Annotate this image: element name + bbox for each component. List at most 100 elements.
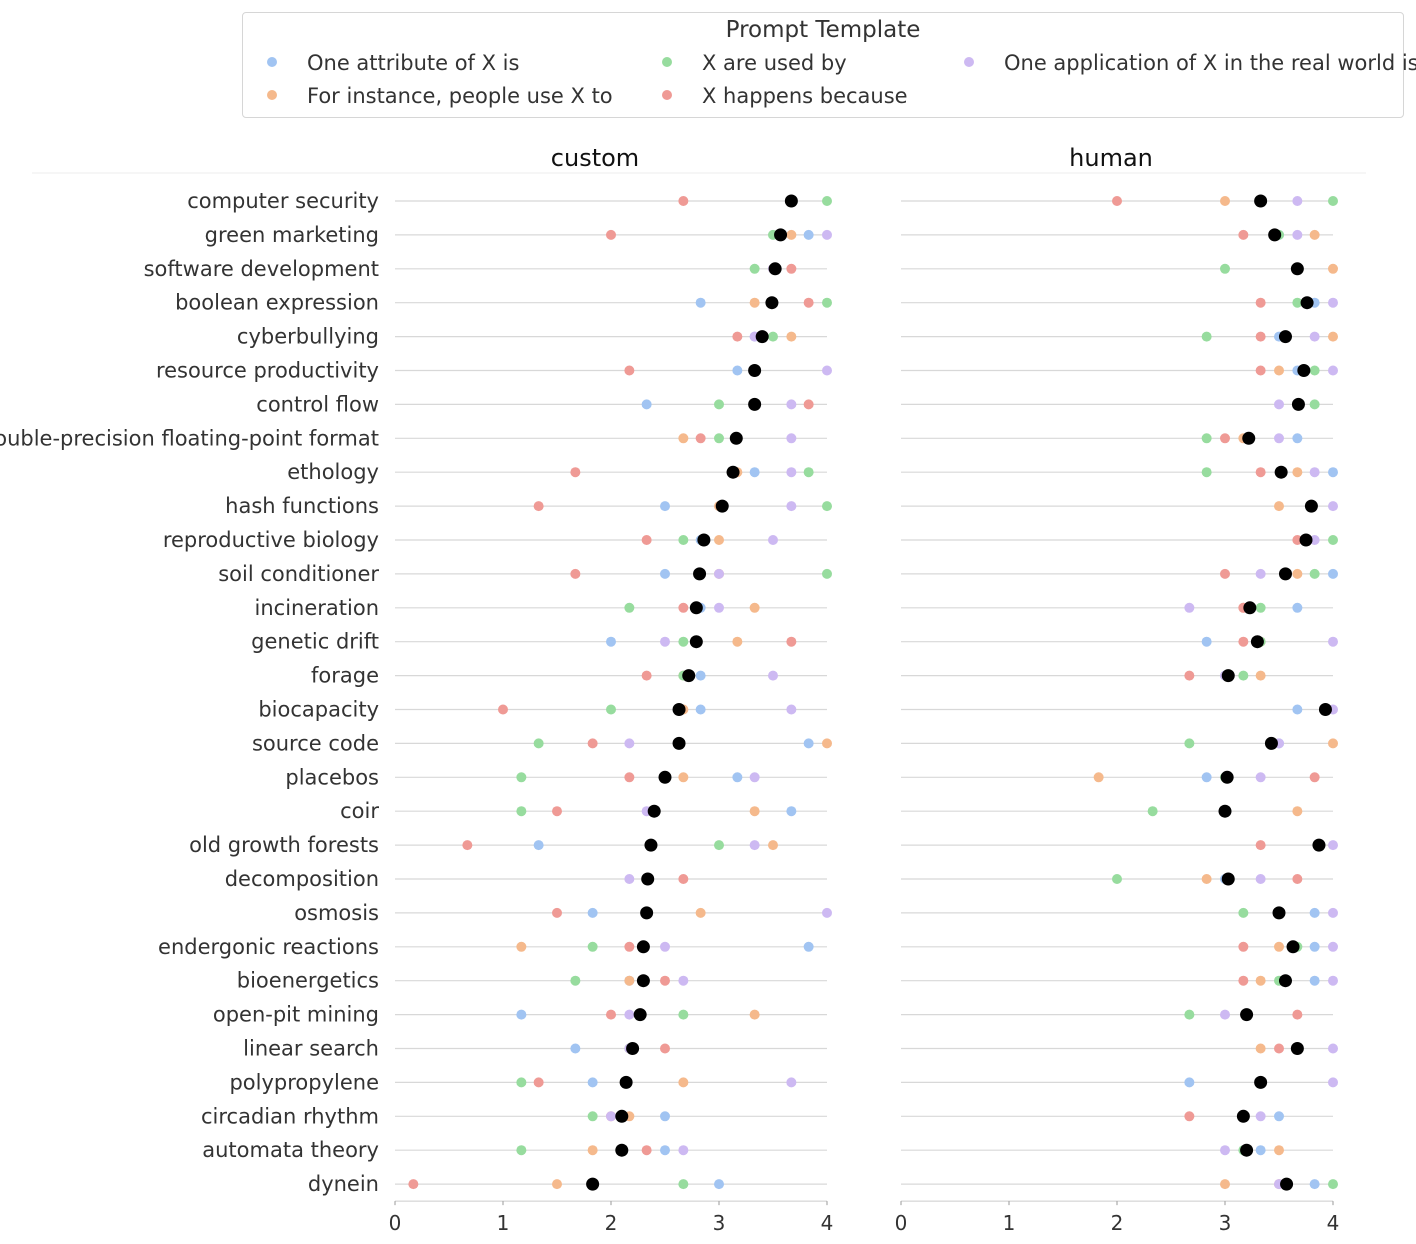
point-custom [678, 636, 689, 647]
point-human [1328, 331, 1338, 342]
legend-marker [267, 90, 277, 100]
point-human [1328, 1179, 1338, 1190]
point-human [1255, 975, 1266, 986]
point-custom [624, 738, 635, 749]
mean-point-custom [715, 499, 729, 513]
point-custom [624, 365, 635, 376]
mean-point-custom [689, 601, 703, 615]
mean-point-custom [644, 838, 658, 852]
point-human [1255, 1145, 1266, 1156]
mean-point-human [1221, 669, 1235, 683]
point-human [1255, 568, 1266, 579]
point-custom [695, 704, 706, 715]
topic-label: endergonic reactions [158, 935, 379, 959]
point-human [1309, 365, 1320, 376]
point-human [1201, 433, 1212, 444]
point-custom [803, 467, 814, 478]
mean-point-human [1299, 533, 1313, 547]
point-custom [570, 467, 581, 478]
point-custom [714, 433, 724, 444]
point-custom [768, 840, 778, 851]
point-human [1292, 1009, 1303, 1020]
point-custom [678, 1077, 689, 1088]
point-human [1255, 1111, 1266, 1122]
point-human [1274, 399, 1284, 410]
mean-point-custom [693, 567, 707, 581]
point-human [1274, 365, 1284, 376]
point-human [1292, 433, 1303, 444]
point-human [1328, 501, 1338, 512]
point-custom [803, 297, 814, 308]
point-human [1309, 941, 1320, 952]
topic-label: incineration [255, 596, 379, 620]
point-human [1255, 1043, 1266, 1054]
mean-point-custom [697, 533, 711, 547]
point-custom [624, 602, 635, 613]
mean-point-human [1304, 499, 1318, 513]
legend-marker [964, 57, 974, 67]
topic-label: ethology [287, 460, 379, 484]
topic-label: resource productivity [156, 359, 379, 383]
mean-point-human [1268, 228, 1282, 242]
point-custom [714, 535, 724, 545]
point-human [1274, 1145, 1284, 1156]
legend: Prompt Template One attribute of X is Fo… [242, 12, 1416, 118]
point-human [1328, 535, 1338, 545]
point-custom [732, 331, 743, 342]
point-custom [624, 941, 635, 952]
point-human [1292, 467, 1303, 478]
point-custom [714, 840, 724, 851]
mean-point-custom [748, 364, 762, 377]
topic-label: genetic drift [251, 630, 379, 654]
point-human [1184, 1077, 1195, 1088]
point-human [1292, 196, 1303, 206]
x-tick-label: 0 [895, 1211, 908, 1235]
point-human [1309, 229, 1320, 240]
point-custom [533, 840, 544, 851]
point-human [1328, 467, 1338, 478]
point-custom [516, 1009, 527, 1020]
point-custom [678, 1179, 689, 1190]
point-custom [516, 1145, 527, 1156]
point-custom [749, 602, 760, 613]
topic-label: source code [252, 731, 379, 755]
topic-label: osmosis [294, 901, 379, 925]
legend-title: Prompt Template [725, 17, 921, 43]
point-human [1255, 772, 1266, 783]
point-human [1292, 704, 1303, 715]
point-human [1328, 263, 1338, 274]
mean-point-human [1254, 194, 1268, 208]
point-human [1255, 297, 1266, 308]
point-custom [822, 229, 832, 240]
mean-point-custom [636, 974, 650, 988]
point-custom [803, 399, 814, 410]
point-human [1309, 399, 1320, 410]
point-custom [587, 1077, 598, 1088]
point-custom [624, 874, 635, 884]
point-custom [587, 738, 598, 749]
point-custom [516, 941, 527, 952]
point-custom [606, 229, 616, 240]
point-human [1274, 941, 1284, 952]
point-human [1238, 907, 1249, 918]
point-human [1184, 738, 1195, 749]
point-custom [660, 975, 670, 986]
mean-point-human [1220, 770, 1234, 784]
mean-point-human [1264, 736, 1278, 750]
mean-point-custom [633, 1008, 647, 1022]
point-human [1255, 365, 1266, 376]
point-human [1292, 568, 1303, 579]
point-custom [786, 331, 797, 342]
legend-item-attribute: One attribute of X is [267, 51, 519, 75]
point-human [1328, 568, 1338, 579]
point-human [1328, 941, 1338, 952]
point-custom [822, 738, 832, 749]
mean-point-custom [641, 872, 655, 886]
point-custom [803, 229, 814, 240]
topic-label: bioenergetics [237, 969, 379, 993]
point-custom [732, 365, 743, 376]
point-custom [749, 467, 760, 478]
topic-label: computer security [187, 189, 379, 213]
point-custom [533, 738, 544, 749]
topic-label: control flow [256, 392, 379, 416]
